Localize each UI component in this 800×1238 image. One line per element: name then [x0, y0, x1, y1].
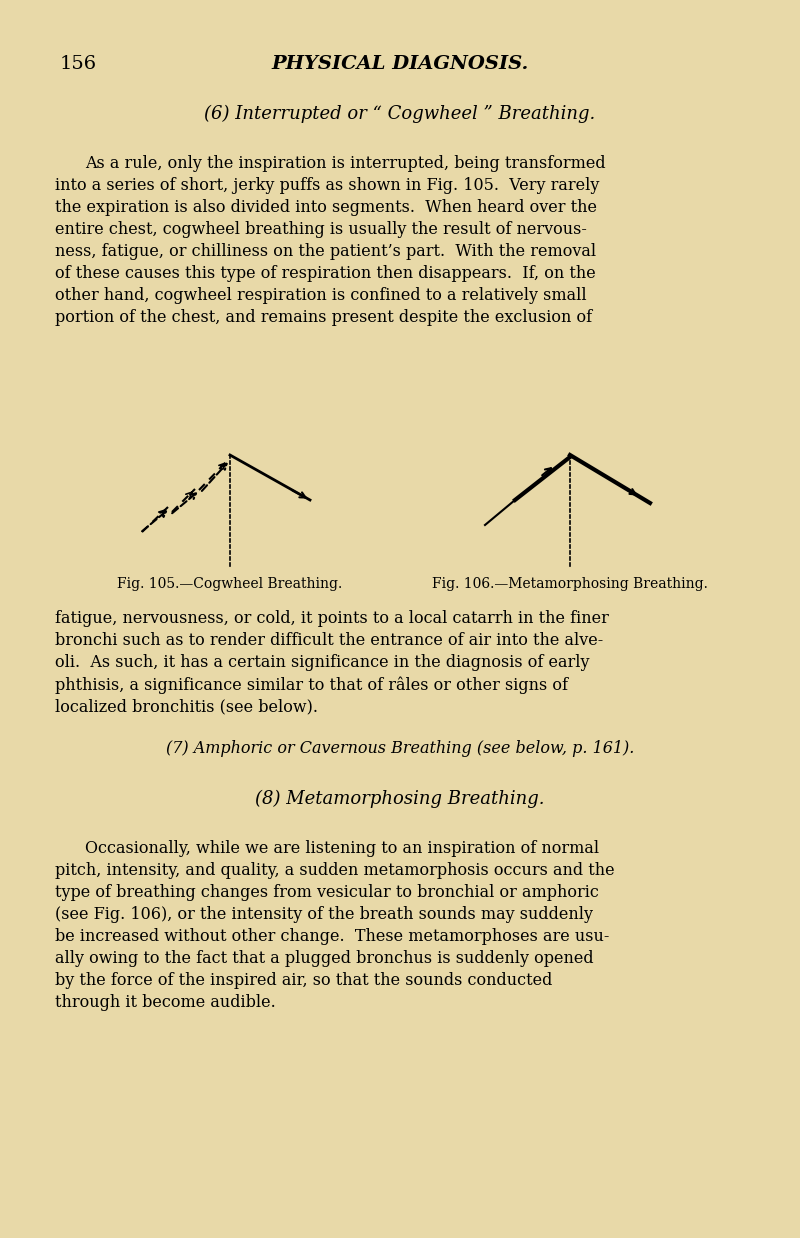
Text: ally owing to the fact that a plugged bronchus is suddenly opened: ally owing to the fact that a plugged br…	[55, 950, 594, 967]
Text: Occasionally, while we are listening to an inspiration of normal: Occasionally, while we are listening to …	[85, 841, 599, 857]
Text: (see Fig. 106), or the intensity of the breath sounds may suddenly: (see Fig. 106), or the intensity of the …	[55, 906, 593, 924]
Text: localized bronchitis (see below).: localized bronchitis (see below).	[55, 698, 318, 716]
Text: through it become audible.: through it become audible.	[55, 994, 276, 1011]
Text: pitch, intensity, and quality, a sudden metamorphosis occurs and the: pitch, intensity, and quality, a sudden …	[55, 862, 614, 879]
Text: (8) Metamorphosing Breathing.: (8) Metamorphosing Breathing.	[255, 790, 545, 808]
Text: type of breathing changes from vesicular to bronchial or amphoric: type of breathing changes from vesicular…	[55, 884, 599, 901]
Text: Fig. 105.—Cogwheel Breathing.: Fig. 105.—Cogwheel Breathing.	[118, 577, 342, 591]
Text: phthisis, a significance similar to that of râles or other signs of: phthisis, a significance similar to that…	[55, 676, 568, 693]
Text: be increased without other change.  These metamorphoses are usu-: be increased without other change. These…	[55, 928, 610, 945]
Text: Fig. 106.—Metamorphosing Breathing.: Fig. 106.—Metamorphosing Breathing.	[432, 577, 708, 591]
Text: (6) Interrupted or “ Cogwheel ” Breathing.: (6) Interrupted or “ Cogwheel ” Breathin…	[204, 105, 596, 124]
Text: entire chest, cogwheel breathing is usually the result of nervous-: entire chest, cogwheel breathing is usua…	[55, 222, 587, 238]
Text: into a series of short, jerky puffs as shown in Fig. 105.  Very rarely: into a series of short, jerky puffs as s…	[55, 177, 599, 194]
Text: fatigue, nervousness, or cold, it points to a local catarrh in the finer: fatigue, nervousness, or cold, it points…	[55, 610, 609, 626]
Text: PHYSICAL DIAGNOSIS.: PHYSICAL DIAGNOSIS.	[271, 54, 529, 73]
Text: of these causes this type of respiration then disappears.  If, on the: of these causes this type of respiration…	[55, 265, 596, 282]
Text: other hand, cogwheel respiration is confined to a relatively small: other hand, cogwheel respiration is conf…	[55, 287, 586, 305]
Text: As a rule, only the inspiration is interrupted, being transformed: As a rule, only the inspiration is inter…	[85, 155, 606, 172]
Text: oli.  As such, it has a certain significance in the diagnosis of early: oli. As such, it has a certain significa…	[55, 654, 590, 671]
Text: bronchi such as to render difficult the entrance of air into the alve-: bronchi such as to render difficult the …	[55, 633, 603, 649]
Text: the expiration is also divided into segments.  When heard over the: the expiration is also divided into segm…	[55, 199, 597, 215]
Text: ness, fatigue, or chilliness on the patient’s part.  With the removal: ness, fatigue, or chilliness on the pati…	[55, 243, 596, 260]
Text: (7) Amphoric or Cavernous Breathing (see below, p. 161).: (7) Amphoric or Cavernous Breathing (see…	[166, 740, 634, 756]
Text: by the force of the inspired air, so that the sounds conducted: by the force of the inspired air, so tha…	[55, 972, 552, 989]
Text: portion of the chest, and remains present despite the exclusion of: portion of the chest, and remains presen…	[55, 310, 592, 326]
Text: 156: 156	[60, 54, 97, 73]
